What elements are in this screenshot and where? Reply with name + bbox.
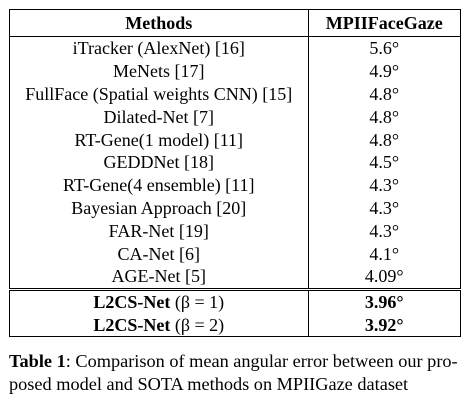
score-cell: 4.9°	[307, 59, 462, 83]
table-row: CA-Net [6] 4.1°	[9, 242, 462, 265]
score-cell: 4.5°	[307, 150, 462, 174]
score-cell: 4.09°	[307, 264, 462, 290]
ours-method-name: L2CS-Net	[93, 314, 171, 335]
caption-text: : Comparison of mean angular error betwe…	[9, 351, 458, 394]
method-cell: AGE-Net [5]	[9, 264, 309, 290]
table-caption: Table 1: Comparison of mean angular erro…	[9, 350, 465, 396]
table-row: AGE-Net [5] 4.09°	[9, 264, 462, 290]
score-cell: 4.3°	[307, 173, 462, 197]
ours-score-cell: 3.92°	[307, 313, 462, 338]
table-row: MeNets [17] 4.9°	[9, 59, 462, 83]
method-cell: RT-Gene(1 model) [11]	[9, 128, 309, 151]
ours-method-cell: L2CS-Net (β = 1)	[9, 287, 309, 314]
table-row: RT-Gene(1 model) [11] 4.8°	[9, 128, 462, 151]
table-row: FAR-Net [19] 4.3°	[9, 219, 462, 243]
ours-method-name: L2CS-Net	[93, 292, 171, 313]
ours-row: L2CS-Net (β = 2) 3.92°	[9, 313, 462, 338]
score-cell: 4.8°	[307, 105, 462, 129]
method-cell: FullFace (Spatial weights CNN) [15]	[9, 82, 309, 106]
ours-score-cell: 3.96°	[307, 287, 462, 314]
ours-method-cell: L2CS-Net (β = 2)	[9, 313, 309, 338]
score-cell: 4.8°	[307, 82, 462, 106]
ours-method-param: (β = 2)	[174, 314, 225, 335]
ours-method-param: (β = 1)	[174, 292, 225, 313]
score-cell: 4.3°	[307, 196, 462, 220]
header-mpiifacegaze: MPIIFaceGaze	[307, 9, 462, 37]
header-methods: Methods	[9, 9, 309, 37]
method-cell: MeNets [17]	[9, 59, 309, 83]
score-cell: 4.8°	[307, 128, 462, 151]
method-cell: iTracker (AlexNet) [16]	[9, 36, 309, 60]
method-cell: GEDDNet [18]	[9, 150, 309, 174]
table-row: FullFace (Spatial weights CNN) [15] 4.8°	[9, 82, 462, 106]
table-row: iTracker (AlexNet) [16] 5.6°	[9, 36, 462, 60]
method-cell: Dilated-Net [7]	[9, 105, 309, 129]
table-row: Bayesian Approach [20] 4.3°	[9, 196, 462, 220]
method-cell: Bayesian Approach [20]	[9, 196, 309, 220]
table-row: RT-Gene(4 ensemble) [11] 4.3°	[9, 173, 462, 197]
score-cell: 4.3°	[307, 219, 462, 243]
method-cell: CA-Net [6]	[9, 242, 309, 265]
method-cell: RT-Gene(4 ensemble) [11]	[9, 173, 309, 197]
score-cell: 4.1°	[307, 242, 462, 265]
caption-label: Table 1	[9, 351, 66, 371]
table-row: GEDDNet [18] 4.5°	[9, 150, 462, 174]
table-row: Dilated-Net [7] 4.8°	[9, 105, 462, 129]
score-cell: 5.6°	[307, 36, 462, 60]
ours-row: L2CS-Net (β = 1) 3.96°	[9, 287, 462, 314]
method-cell: FAR-Net [19]	[9, 219, 309, 243]
table-header-row: Methods MPIIFaceGaze	[9, 9, 462, 37]
comparison-table: Methods MPIIFaceGaze iTracker (AlexNet) …	[9, 9, 462, 338]
